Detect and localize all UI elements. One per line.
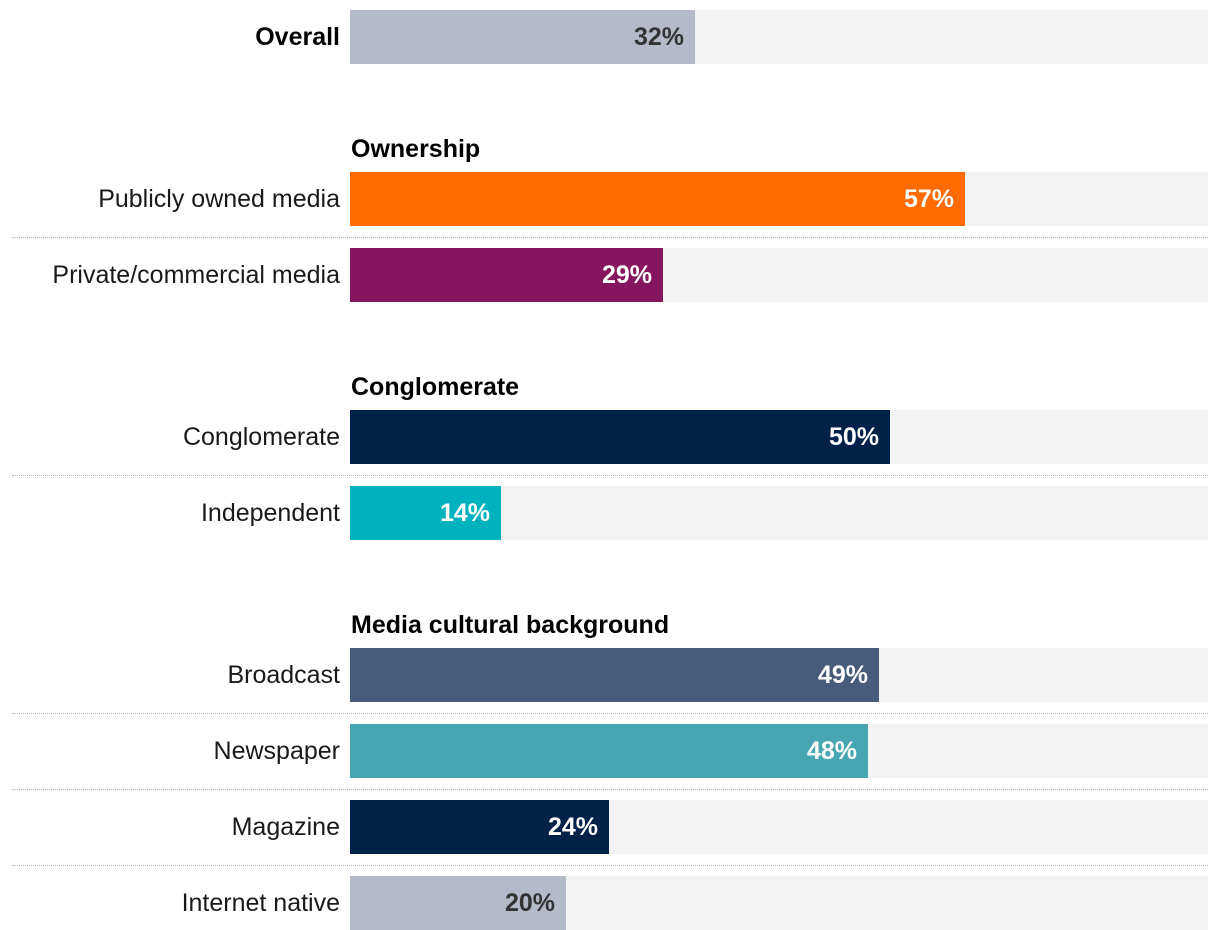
value-label-internet-native: 20% [504, 889, 555, 917]
row-label-private-commercial-media: Private/commercial media [52, 261, 340, 289]
row-divider [12, 713, 1208, 714]
bar-track-overall: 32% [350, 10, 1208, 64]
bar-magazine: 24% [350, 800, 609, 854]
bar-track-newspaper: 48% [350, 724, 1208, 778]
grouped-bar-chart: Overall 32% Ownership Publicly owned media 5… [12, 10, 1208, 930]
group-title-media-cultural-background: Media cultural background [351, 611, 670, 639]
row-divider [12, 865, 1208, 866]
bar-track-magazine: 24% [350, 800, 1208, 854]
row-divider [12, 237, 1208, 238]
bar-conglomerate: 50% [350, 410, 890, 464]
row-label-internet-native: Internet native [181, 889, 340, 917]
bar-track-independent: 14% [350, 486, 1208, 540]
row-label-broadcast: Broadcast [227, 661, 340, 689]
bar-newspaper: 48% [350, 724, 868, 778]
bar-publicly-owned-media: 57% [350, 172, 965, 226]
row-label-newspaper: Newspaper [213, 737, 340, 765]
row-divider [12, 789, 1208, 790]
bar-overall: 32% [350, 10, 695, 64]
group-title-conglomerate: Conglomerate [351, 373, 520, 401]
value-label-broadcast: 49% [817, 661, 868, 689]
row-label-overall: Overall [255, 23, 340, 51]
value-label-private-commercial-media: 29% [601, 261, 652, 289]
bar-track-private-commercial-media: 29% [350, 248, 1208, 302]
bar-broadcast: 49% [350, 648, 879, 702]
group-title-ownership: Ownership [351, 135, 481, 163]
bar-independent: 14% [350, 486, 501, 540]
row-divider [12, 475, 1208, 476]
value-label-independent: 14% [439, 499, 490, 527]
value-label-publicly-owned-media: 57% [903, 185, 954, 213]
row-label-magazine: Magazine [231, 813, 340, 841]
row-label-independent: Independent [200, 499, 340, 527]
bar-track-conglomerate: 50% [350, 410, 1208, 464]
bar-track-internet-native: 20% [350, 876, 1208, 930]
bar-track-publicly-owned-media: 57% [350, 172, 1208, 226]
bar-internet-native: 20% [350, 876, 566, 930]
row-label-conglomerate: Conglomerate [182, 423, 340, 451]
bar-private-commercial-media: 29% [350, 248, 663, 302]
value-label-overall: 32% [633, 23, 684, 51]
value-label-conglomerate: 50% [828, 423, 879, 451]
row-label-publicly-owned-media: Publicly owned media [98, 185, 340, 213]
bar-track-broadcast: 49% [350, 648, 1208, 702]
value-label-magazine: 24% [547, 813, 598, 841]
value-label-newspaper: 48% [806, 737, 857, 765]
